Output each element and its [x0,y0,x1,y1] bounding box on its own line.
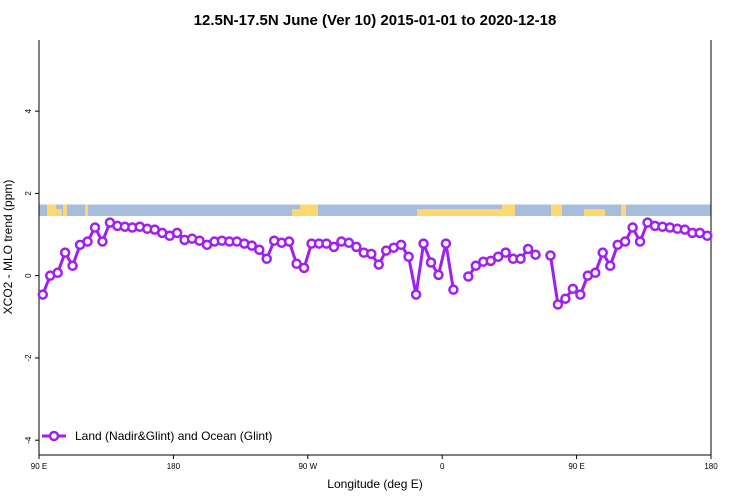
y-tick-label: 0 [24,273,33,278]
y-tick-label: -2 [24,354,33,362]
data-point [463,271,474,282]
y-axis-ticks: -4 -2 0 2 4 [24,108,39,444]
y-tick-label: -4 [24,436,33,444]
data-point [403,251,414,263]
y-tick-label: 4 [24,108,33,113]
data-point [82,236,93,247]
data-point [410,289,422,300]
land-region [312,204,318,217]
data-point [567,283,579,295]
land-region [85,204,88,217]
chart-title: 12.5N-17.5N June (Ver 10) 2015-01-01 to … [194,12,557,29]
land-region [621,204,626,217]
data-point [171,227,183,239]
data-point [560,293,571,304]
data-point [254,244,265,256]
legend-marker [48,430,60,442]
land-region [584,209,605,217]
y-axis-label: XCO2 - MLO trend (ppm) [1,180,15,315]
data-point [433,269,444,281]
data-point [515,253,526,265]
data-point [194,235,205,246]
data-point [492,251,504,263]
data-point [328,241,340,253]
series-layer [37,217,713,310]
land-region [292,209,300,217]
x-axis-ticks: 90 E 180 90 W 0 90 E 180 [31,455,718,471]
data-point [418,238,429,249]
land-region [417,209,502,217]
land-region [47,204,56,217]
ocean-band [39,204,711,217]
data-point [590,267,601,279]
data-point [283,236,295,247]
data-point [425,257,437,268]
x-tick-label: 90 E [568,462,584,471]
data-point [351,241,362,253]
data-point [552,299,564,310]
data-point [500,247,511,258]
x-axis-label: Longitude (deg E) [327,477,422,491]
data-point [522,243,534,255]
land-region [63,204,67,217]
data-point [395,239,407,251]
land-region [56,209,62,217]
land-region [502,204,515,217]
data-point [485,255,496,267]
legend-label: Land (Nadir&Glint) and Ocean (Glint) [75,429,272,443]
data-point [59,247,71,258]
x-tick-label: 90 W [298,462,317,471]
x-tick-label: 180 [167,462,181,471]
axes [38,40,712,456]
x-tick-label: 0 [440,462,445,471]
legend: Land (Nadir&Glint) and Ocean (Glint) [42,429,272,443]
data-point [627,222,638,233]
land-region [551,204,562,217]
data-point [448,284,459,295]
data-point [373,259,384,270]
x-tick-label: 90 E [31,462,47,471]
data-point [291,258,302,269]
data-point [604,260,616,272]
x-tick-label: 180 [704,462,718,471]
data-point [97,236,108,247]
data-point [67,260,78,272]
data-point [470,260,482,272]
series-line [41,221,455,297]
data-point [89,222,101,233]
data-point [261,253,272,265]
land-ocean-strip [39,204,711,217]
data-point [597,247,608,258]
land-region [300,204,312,217]
data-point [52,267,63,279]
data-point [366,248,377,260]
data-point [619,236,631,247]
data-point [246,240,258,251]
y-tick-label: 2 [24,191,33,196]
data-point [440,238,452,249]
data-point [343,237,355,249]
data-point [575,289,586,300]
data-point [530,249,541,260]
data-point [634,236,646,247]
data-point [37,289,48,300]
data-point [702,230,713,242]
data-point [298,262,310,274]
data-point [545,250,556,261]
